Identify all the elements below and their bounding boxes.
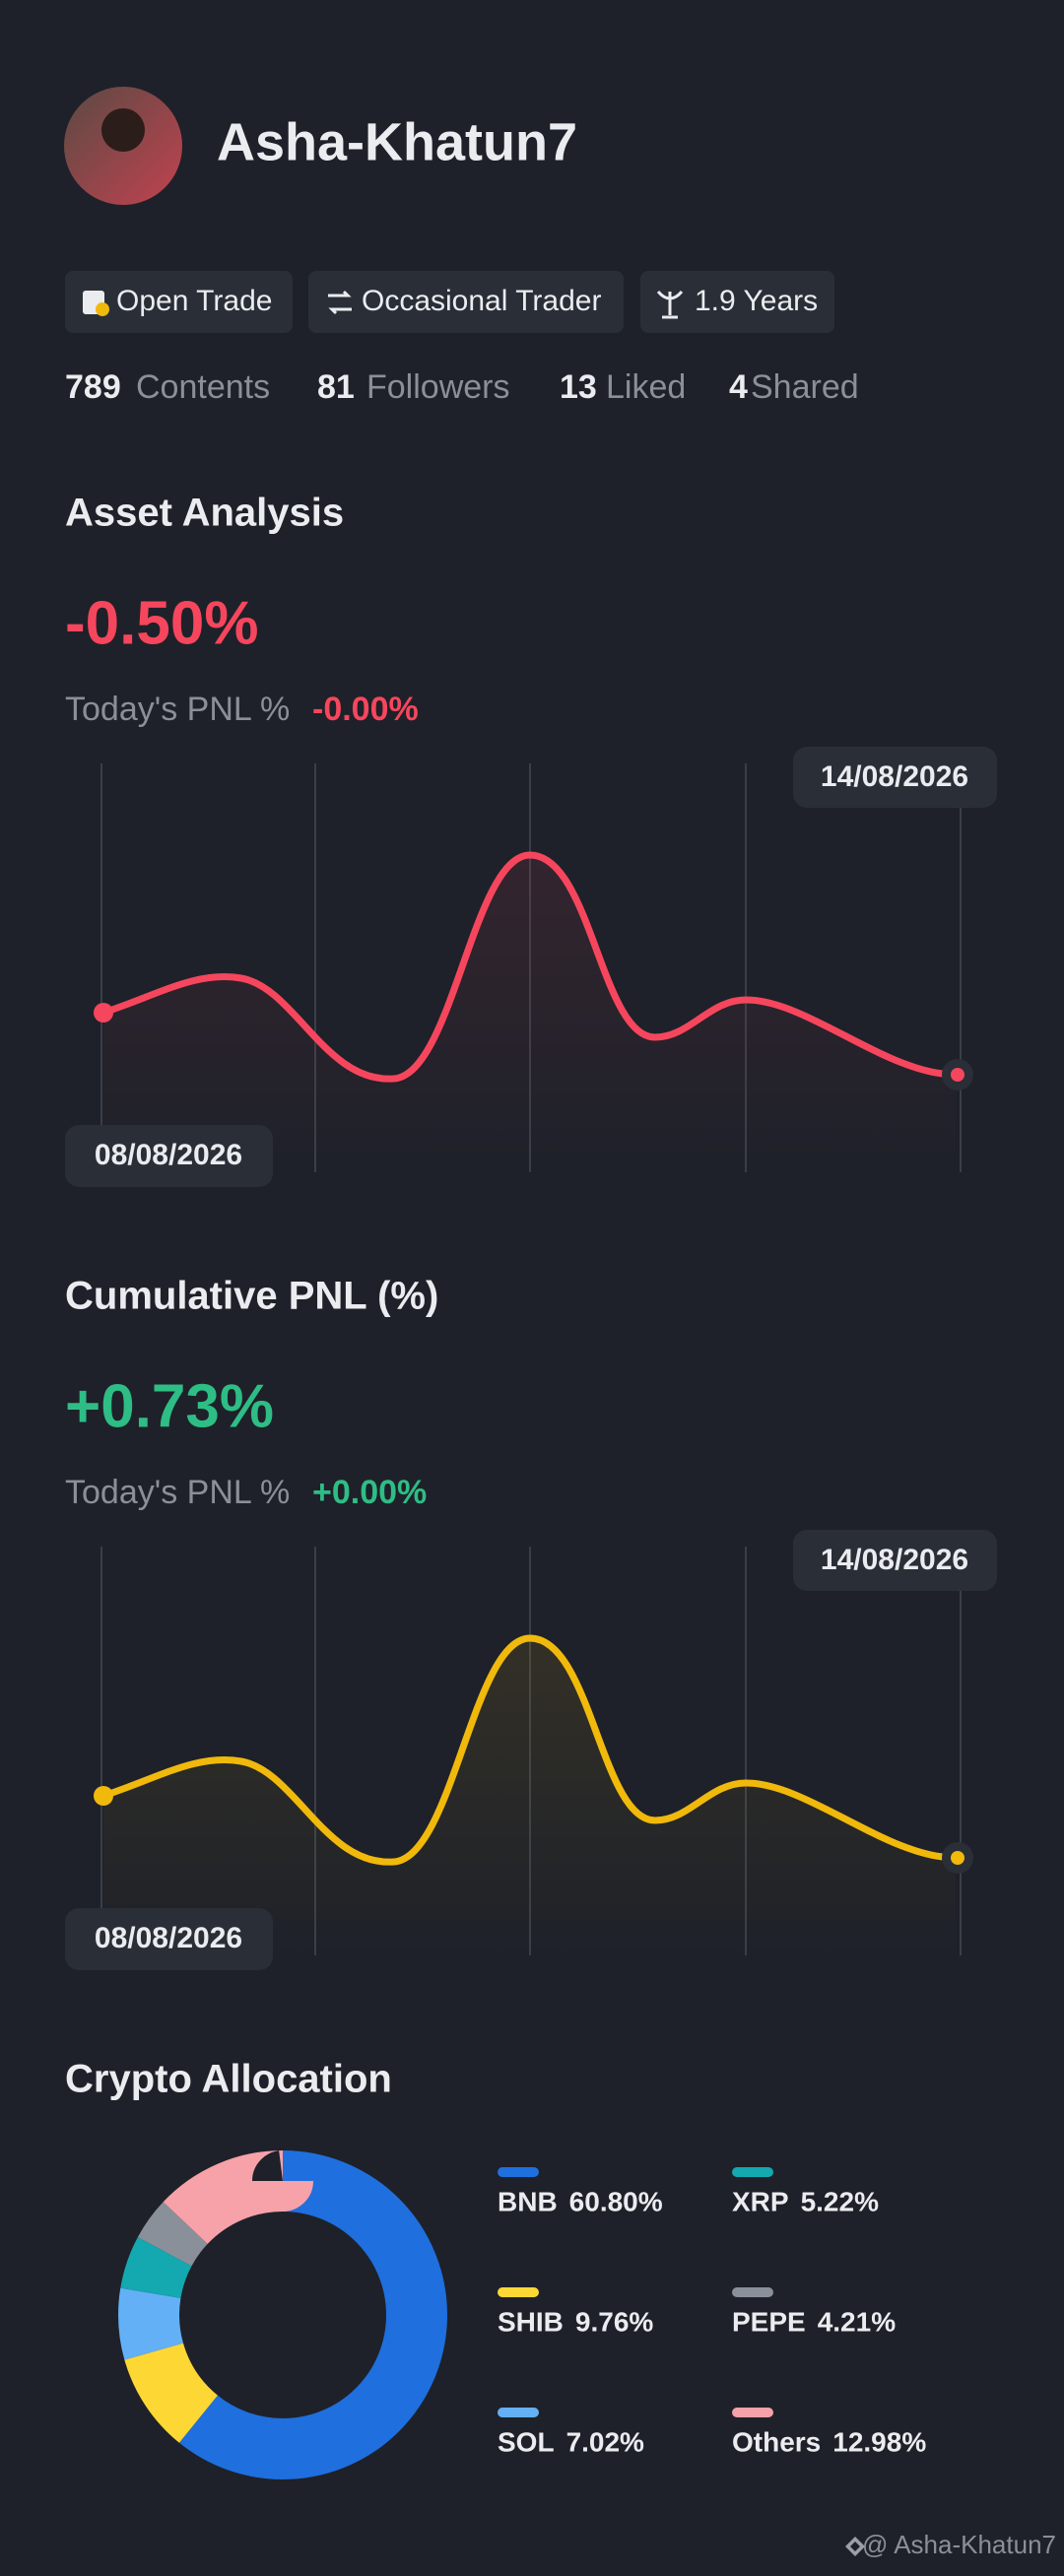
stat-value: 81 (317, 368, 355, 406)
tag-chip (308, 271, 624, 333)
pnl-value: -0.50% (65, 589, 258, 657)
donut-segment (118, 2150, 447, 2479)
section-title: Cumulative PNL (%) (65, 1275, 438, 1318)
tag-icon (656, 290, 684, 319)
curve-start (94, 1003, 113, 1023)
avatar-detail (101, 108, 145, 152)
cumulative-pnl: Cumulative PNL (%) +0.73% Today's PNL % … (65, 1275, 997, 1970)
pnl-label: Today's PNL % (65, 1474, 290, 1511)
curve-area (103, 855, 956, 1172)
legend-value: 7.02% (566, 2426, 644, 2457)
tag-icon (96, 302, 109, 316)
legend-label: BNB (498, 2186, 558, 2216)
pnl-today: -0.00% (312, 691, 419, 728)
stat-value: 789 (65, 368, 121, 406)
section-title: Asset Analysis (65, 492, 344, 535)
section-title: Crypto Allocation (65, 2058, 392, 2101)
legend-swatch (498, 2287, 539, 2297)
start-date: 08/08/2026 (95, 1922, 242, 1954)
curve-end (951, 1068, 964, 1082)
stat-value: 4 (729, 368, 748, 406)
date-bubble (65, 1908, 273, 1970)
date-bubble (65, 1125, 273, 1187)
tag-chip (65, 271, 293, 333)
legend-label: Others (732, 2426, 821, 2457)
curve (101, 1634, 957, 1866)
legend-swatch (498, 2167, 539, 2177)
curve-start (94, 1786, 113, 1806)
legend: BNB 60.80% SHIB 9.76% SOL 7.02% XRP 5.22% PEPE 4.… (498, 2167, 926, 2457)
legend-value: 5.22% (801, 2186, 879, 2216)
footer-handle: @ Asha-Khatun7 (862, 2530, 1056, 2559)
tag-chip (640, 271, 834, 333)
end-date: 14/08/2026 (821, 1544, 968, 1576)
date-bubble (793, 1530, 997, 1591)
date-bubble (793, 747, 997, 808)
footer-logo (845, 2537, 865, 2556)
pnl-value: +0.73% (65, 1372, 274, 1440)
end-date: 14/08/2026 (821, 760, 968, 793)
asset-analysis: Asset Analysis -0.50% Today's PNL % -0.0… (65, 492, 997, 1187)
donut-segment (118, 2150, 447, 2479)
curve-area (103, 1638, 956, 1955)
legend-swatch (732, 2167, 773, 2177)
user-name: Asha-Khatun7 (217, 112, 577, 171)
stat-value: 13 (560, 368, 597, 406)
donut-chart (118, 2150, 447, 2479)
curve (101, 851, 957, 1083)
tag-label: Open Trade (116, 285, 272, 317)
legend-value: 60.80% (569, 2186, 663, 2216)
legend-label: SOL (498, 2426, 555, 2457)
legend-value: 12.98% (832, 2426, 926, 2457)
pnl-label: Today's PNL % (65, 691, 290, 728)
stat-label: Shared (751, 368, 859, 406)
legend-swatch (732, 2408, 773, 2417)
legend-swatch (498, 2408, 539, 2417)
pnl-today: +0.00% (312, 1474, 427, 1511)
stat-label: Liked (606, 368, 686, 406)
tag-label: 1.9 Years (695, 285, 818, 317)
legend-label: PEPE (732, 2306, 806, 2337)
tag-label: Occasional Trader (362, 285, 601, 317)
start-date: 08/08/2026 (95, 1139, 242, 1171)
legend-label: XRP (732, 2186, 789, 2216)
curve-end (951, 1851, 964, 1865)
legend-value: 9.76% (575, 2306, 653, 2337)
legend-swatch (732, 2287, 773, 2297)
stat-label: Followers (366, 368, 509, 406)
stat-label: Contents (136, 368, 270, 406)
tag-icon (328, 290, 352, 315)
legend-value: 4.21% (818, 2306, 896, 2337)
legend-label: SHIB (498, 2306, 564, 2337)
